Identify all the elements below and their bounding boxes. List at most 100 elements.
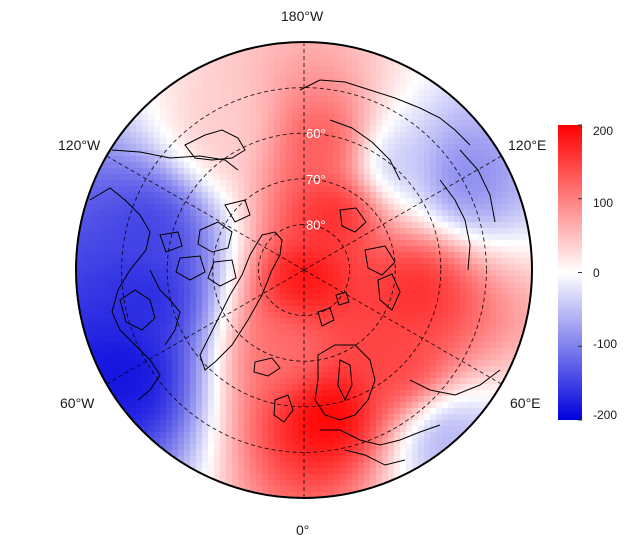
field-cell — [394, 210, 401, 217]
field-cell — [328, 480, 335, 487]
field-cell — [310, 60, 317, 67]
field-cell — [268, 228, 275, 235]
field-cell — [478, 276, 485, 283]
field-cell — [328, 168, 335, 175]
field-cell — [358, 432, 365, 439]
field-cell — [148, 336, 155, 343]
field-cell — [304, 42, 311, 49]
field-cell — [130, 108, 137, 115]
field-cell — [256, 270, 263, 277]
field-cell — [190, 204, 197, 211]
field-cell — [124, 246, 131, 253]
field-cell — [184, 282, 191, 289]
field-cell — [178, 384, 185, 391]
field-cell — [466, 132, 473, 139]
field-cell — [406, 402, 413, 409]
field-cell — [142, 240, 149, 247]
field-cell — [94, 222, 101, 229]
field-cell — [328, 150, 335, 157]
field-cell — [124, 240, 131, 247]
field-cell — [394, 252, 401, 259]
field-cell — [490, 144, 497, 151]
field-cell — [106, 342, 113, 349]
field-cell — [94, 354, 101, 361]
field-cell — [262, 102, 269, 109]
field-cell — [460, 264, 467, 271]
field-cell — [388, 120, 395, 127]
field-cell — [298, 384, 305, 391]
field-cell — [436, 216, 443, 223]
field-cell — [346, 456, 353, 463]
field-cell — [208, 72, 215, 79]
field-cell — [76, 294, 83, 301]
field-cell — [220, 300, 227, 307]
field-cell — [220, 342, 227, 349]
field-cell — [256, 72, 263, 79]
field-cell — [274, 78, 281, 85]
field-cell — [478, 288, 485, 295]
field-cell — [466, 432, 473, 439]
field-cell — [382, 438, 389, 445]
field-cell — [226, 150, 233, 157]
field-cell — [226, 318, 233, 325]
field-cell — [250, 390, 257, 397]
field-cell — [388, 288, 395, 295]
field-cell — [250, 126, 257, 133]
field-cell — [400, 240, 407, 247]
field-cell — [118, 228, 125, 235]
field-cell — [526, 330, 532, 337]
field-cell — [250, 336, 257, 343]
field-cell — [442, 210, 449, 217]
field-cell — [262, 288, 269, 295]
field-cell — [364, 204, 371, 211]
field-cell — [328, 174, 335, 181]
field-cell — [400, 84, 407, 91]
field-cell — [262, 72, 269, 79]
field-cell — [466, 192, 473, 199]
field-cell — [364, 270, 371, 277]
field-cell — [274, 258, 281, 265]
field-cell — [322, 420, 329, 427]
field-cell — [430, 318, 437, 325]
field-cell — [244, 366, 251, 373]
field-cell — [370, 138, 377, 145]
field-cell — [298, 60, 305, 67]
field-cell — [148, 252, 155, 259]
field-cell — [430, 384, 437, 391]
field-cell — [190, 426, 197, 433]
field-cell — [232, 198, 239, 205]
field-cell — [454, 372, 461, 379]
field-cell — [316, 204, 323, 211]
field-cell — [502, 348, 509, 355]
field-cell — [100, 216, 107, 223]
field-cell — [124, 402, 131, 409]
field-cell — [94, 336, 101, 343]
field-cell — [274, 372, 281, 379]
field-cell — [238, 324, 245, 331]
field-cell — [166, 348, 173, 355]
field-cell — [106, 378, 113, 385]
field-cell — [382, 402, 389, 409]
field-cell — [364, 60, 371, 67]
field-cell — [238, 306, 245, 313]
field-cell — [334, 486, 341, 493]
field-cell — [208, 426, 215, 433]
field-cell — [412, 462, 419, 469]
field-cell — [298, 468, 305, 475]
field-cell — [262, 324, 269, 331]
field-cell — [370, 480, 377, 487]
field-cell — [142, 144, 149, 151]
field-cell — [268, 258, 275, 265]
field-cell — [466, 300, 473, 307]
field-cell — [496, 396, 503, 403]
field-cell — [202, 462, 209, 469]
field-cell — [478, 240, 485, 247]
field-cell — [322, 84, 329, 91]
field-cell — [430, 324, 437, 331]
field-cell — [280, 264, 287, 271]
field-cell — [238, 366, 245, 373]
field-cell — [94, 258, 101, 265]
field-cell — [376, 366, 383, 373]
field-cell — [460, 378, 467, 385]
field-cell — [190, 408, 197, 415]
